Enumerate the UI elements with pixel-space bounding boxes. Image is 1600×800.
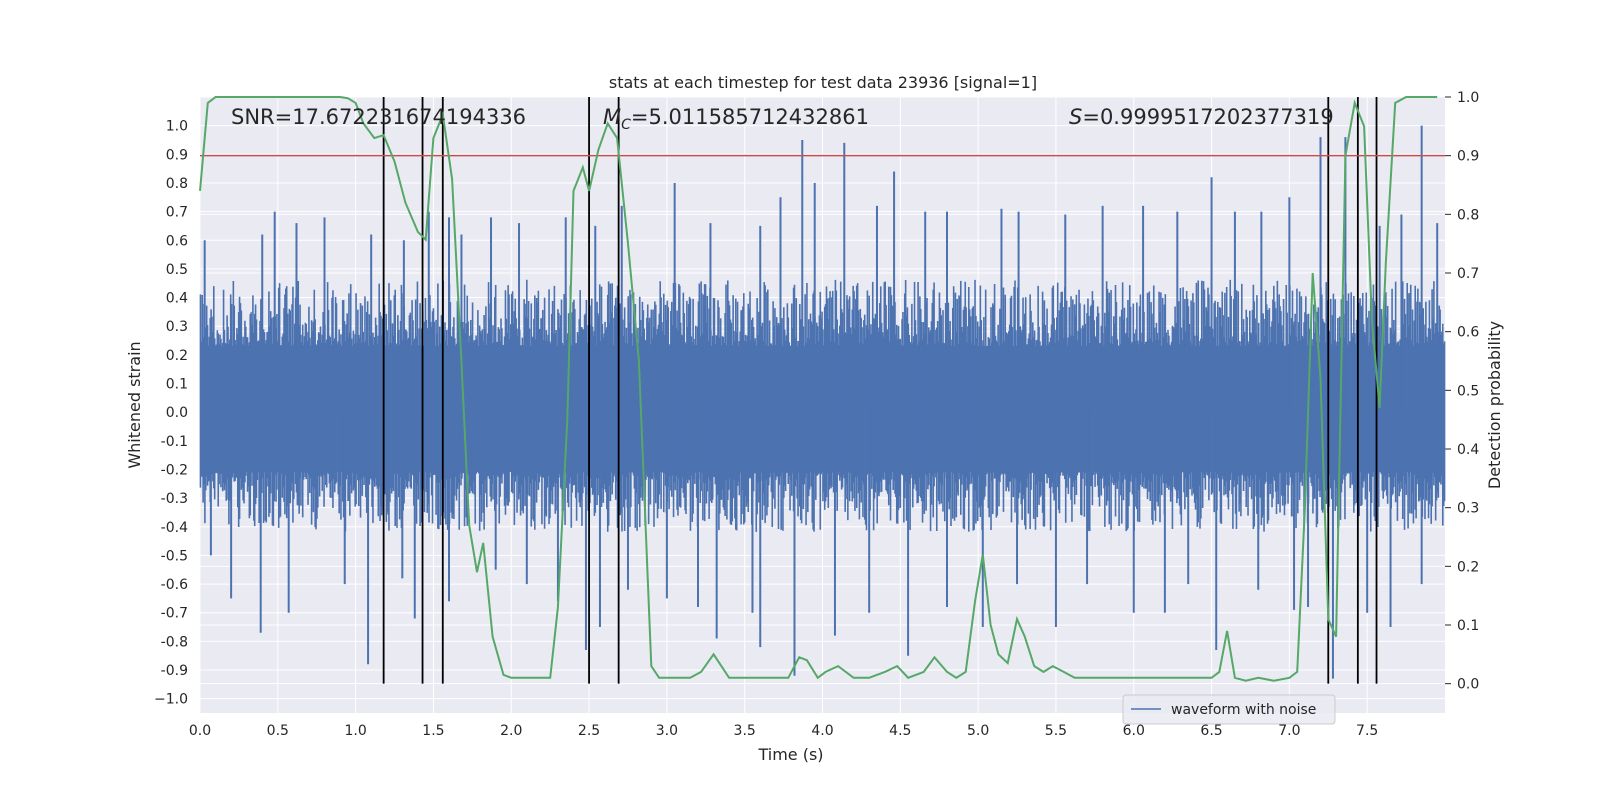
x-tick-label: 5.0 bbox=[967, 723, 989, 739]
x-tick-label: 1.5 bbox=[422, 723, 444, 739]
x-tick-label: 4.0 bbox=[811, 723, 833, 739]
chart-title: stats at each timestep for test data 239… bbox=[609, 73, 1037, 92]
y-tick-label: 0.0 bbox=[166, 405, 188, 421]
y2-tick-label: 0.0 bbox=[1457, 677, 1479, 693]
y-tick-label: -0.2 bbox=[161, 462, 188, 478]
s-symbol: S bbox=[1069, 105, 1082, 129]
y-tick-label: −1.0 bbox=[154, 692, 188, 708]
y2-tick-label: 1.0 bbox=[1457, 90, 1479, 106]
y-tick-label: 0.2 bbox=[166, 348, 188, 364]
x-tick-label: 2.5 bbox=[578, 723, 600, 739]
x-tick-label: 4.5 bbox=[889, 723, 911, 739]
x-tick-label: 6.5 bbox=[1200, 723, 1222, 739]
legend-label: waveform with noise bbox=[1171, 702, 1316, 718]
y-tick-label: 0.4 bbox=[166, 291, 188, 307]
s-value: =0.9999517202377319 bbox=[1082, 105, 1333, 129]
y-tick-label: -0.3 bbox=[161, 491, 188, 507]
x-tick-label: 0.0 bbox=[189, 723, 211, 739]
legend-box bbox=[1122, 694, 1336, 725]
y-tick-label: 0.6 bbox=[166, 233, 188, 249]
x-tick-label: 7.5 bbox=[1356, 723, 1378, 739]
x-tick-label: 3.5 bbox=[734, 723, 756, 739]
snr-annotation: SNR=17.672231674194336 bbox=[231, 105, 526, 129]
x-tick-label: 6.0 bbox=[1123, 723, 1145, 739]
waveform-series bbox=[199, 125, 1446, 679]
chirp-mass-subscript: C bbox=[621, 117, 631, 133]
y-tick-label: -0.9 bbox=[161, 663, 188, 679]
x-tick-label: 2.0 bbox=[500, 723, 522, 739]
y2-tick-label: 0.1 bbox=[1457, 618, 1479, 634]
y2-tick-label: 0.5 bbox=[1457, 383, 1479, 399]
y-tick-label: 0.5 bbox=[166, 262, 188, 278]
x-tick-label: 5.5 bbox=[1045, 723, 1067, 739]
y-tick-label: 0.1 bbox=[166, 377, 188, 393]
y2-tick-label: 0.4 bbox=[1457, 442, 1479, 458]
y-tick-label: 0.8 bbox=[166, 176, 188, 192]
y-tick-label: -0.7 bbox=[161, 606, 188, 622]
y2-tick-label: 0.9 bbox=[1457, 149, 1479, 165]
x-tick-label: 7.0 bbox=[1278, 723, 1300, 739]
y2-tick-label: 0.7 bbox=[1457, 266, 1479, 282]
detection-probability-line bbox=[199, 96, 1438, 682]
x-tick-label: 3.0 bbox=[656, 723, 678, 739]
x-tick-label: 0.5 bbox=[267, 723, 289, 739]
y-tick-label: 0.9 bbox=[166, 147, 188, 163]
s-annotation: S=0.9999517202377319 bbox=[1069, 105, 1334, 129]
y2-axis-label: Detection probability bbox=[1485, 321, 1504, 489]
y-tick-label: 1.0 bbox=[166, 119, 188, 135]
y-tick-label: -0.4 bbox=[161, 520, 188, 536]
y-tick-label: 0.7 bbox=[166, 205, 188, 221]
y-tick-label: -0.1 bbox=[161, 434, 188, 450]
y2-tick-label: 0.6 bbox=[1457, 325, 1479, 341]
y-tick-label: 0.3 bbox=[166, 319, 188, 335]
legend: waveform with noise bbox=[1122, 694, 1336, 725]
x-axis-label: Time (s) bbox=[757, 745, 823, 764]
y2-tick-label: 0.2 bbox=[1457, 559, 1479, 575]
plot-area: 0.0 0.5 1.0 1.5 2.0 2.5 3.0 3.5 4.0 4.5 5.0 5.5 6.0 6… bbox=[154, 90, 1479, 739]
y-tick-label: -0.5 bbox=[161, 548, 188, 564]
x-tick-label: 1.0 bbox=[344, 723, 366, 739]
chirp-mass-symbol: M bbox=[603, 105, 621, 129]
y-axis-label: Whitened strain bbox=[125, 341, 144, 468]
y2-tick-label: 0.3 bbox=[1457, 501, 1479, 517]
y-tick-label: -0.6 bbox=[161, 577, 188, 593]
chirp-mass-value: =5.011585712432861 bbox=[631, 105, 869, 129]
y2-tick-label: 0.8 bbox=[1457, 207, 1479, 223]
chirp-mass-annotation: MC=5.011585712432861 bbox=[603, 105, 869, 133]
y-tick-label: -0.8 bbox=[161, 634, 188, 650]
